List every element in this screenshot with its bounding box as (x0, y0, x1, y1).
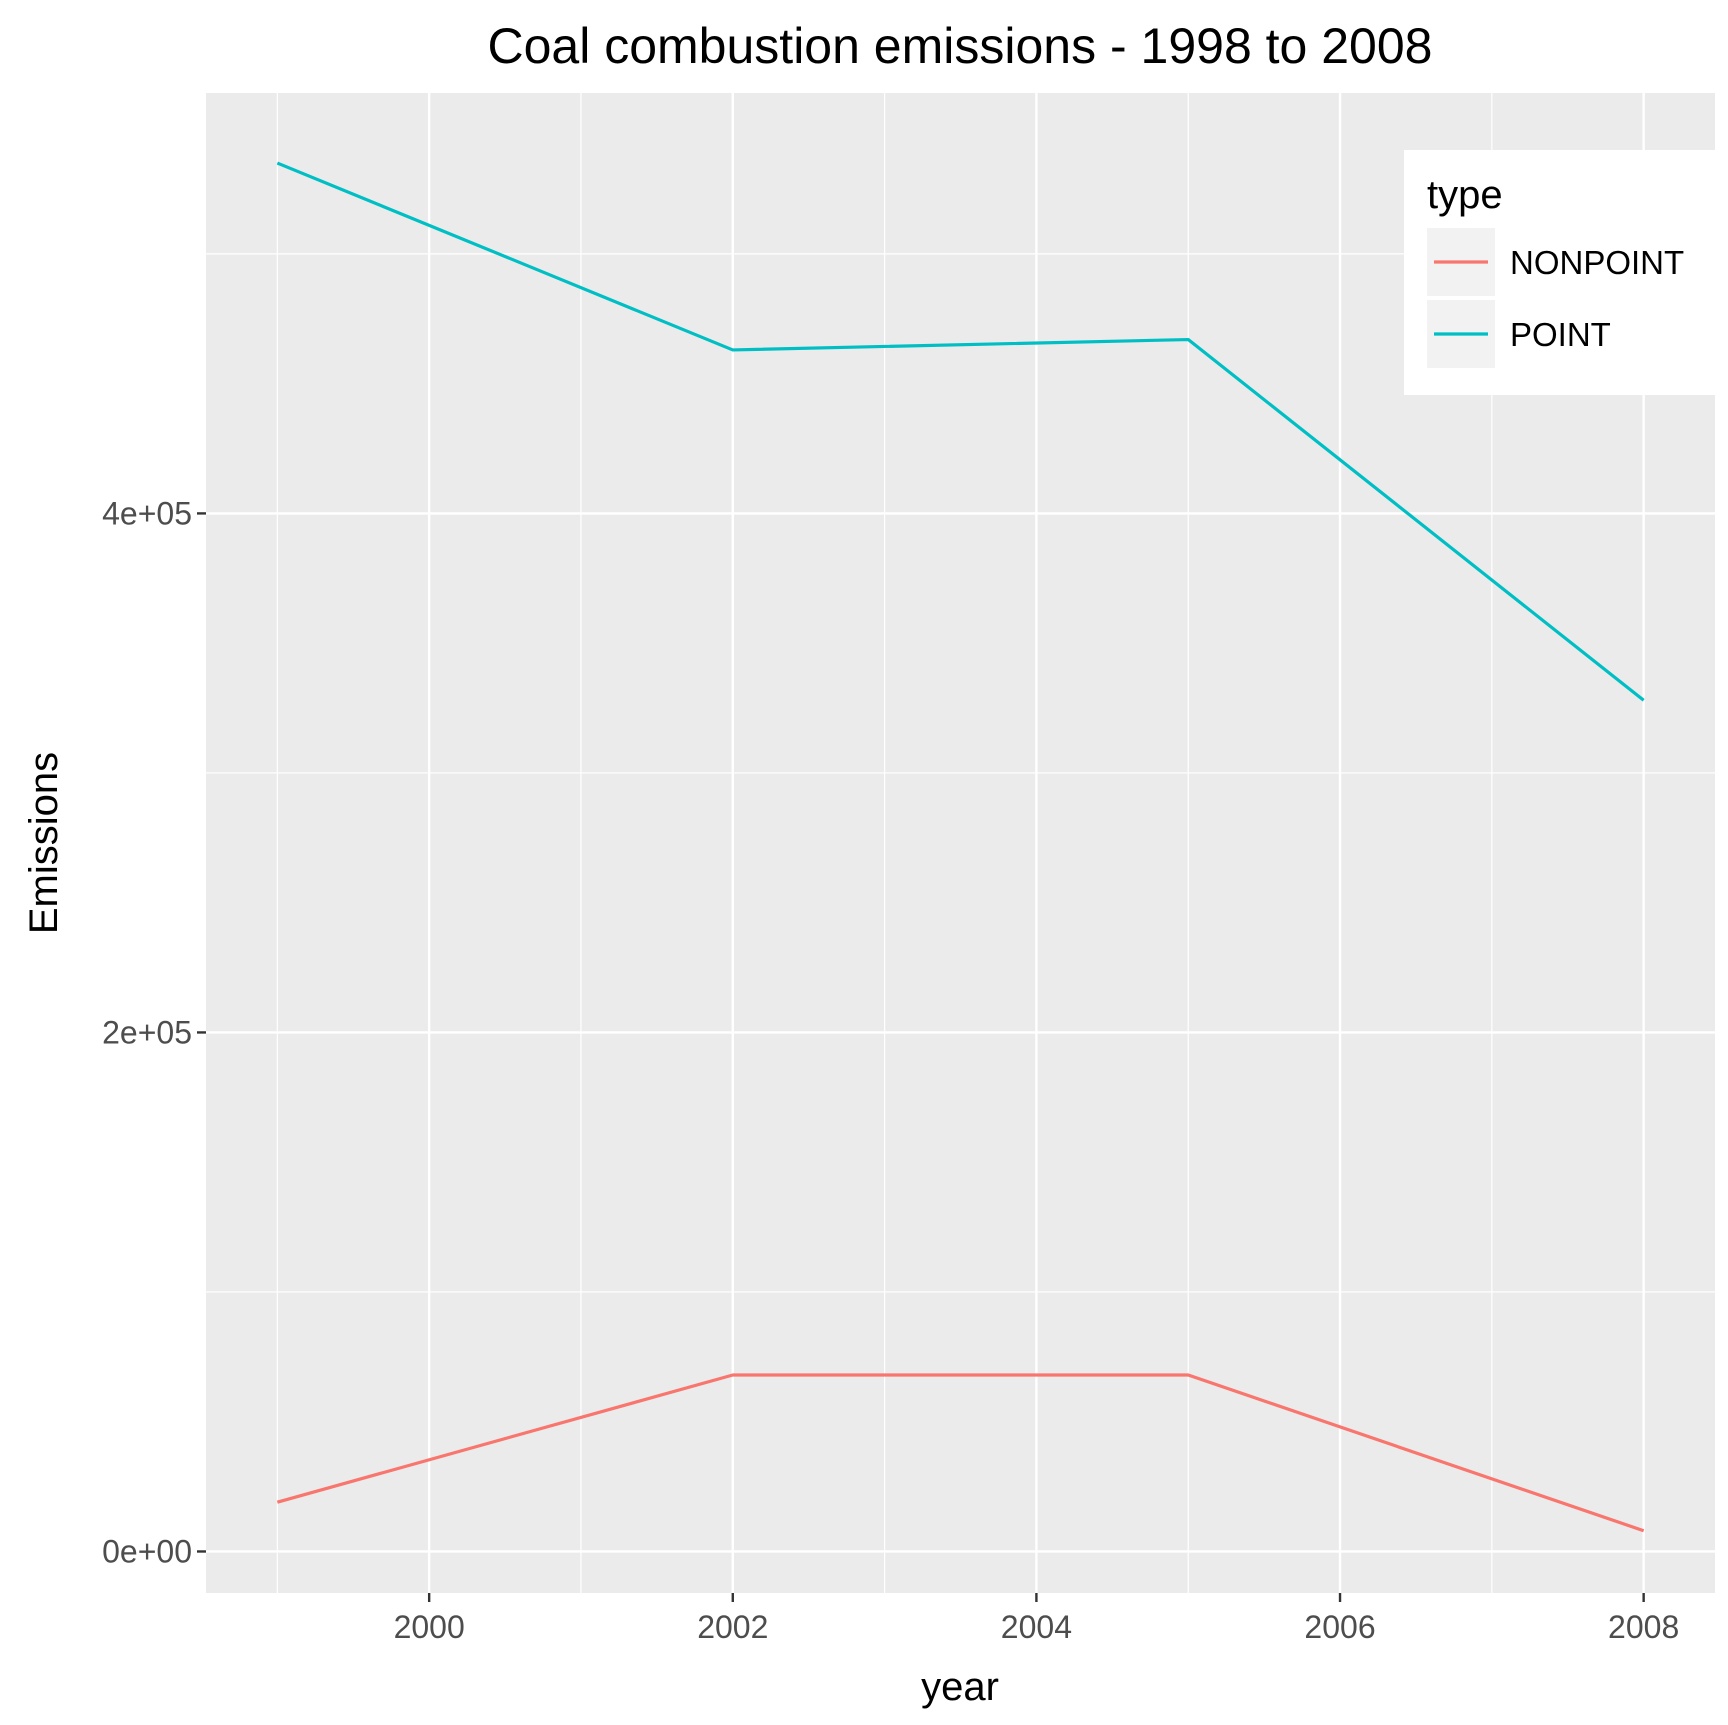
legend-label-nonpoint: NONPOINT (1510, 244, 1684, 281)
x-tick-label: 2000 (394, 1609, 465, 1645)
legend-label-point: POINT (1510, 316, 1611, 353)
legend-items: NONPOINT POINT (1427, 228, 1684, 368)
y-axis-title: Emissions (22, 752, 66, 934)
x-tick-label: 2008 (1608, 1609, 1679, 1645)
grid-minor (206, 93, 1715, 1593)
x-tick-label: 2006 (1304, 1609, 1375, 1645)
axis-ticks (197, 512, 1645, 1602)
series-lines (276, 161, 1645, 1533)
legend: type NONPOINT POINT (1404, 150, 1728, 395)
chart-title: Coal combustion emissions - 1998 to 2008 (488, 18, 1433, 74)
series-line-point (276, 161, 1645, 702)
series-line-nonpoint (276, 1373, 1645, 1533)
y-tick-label: 0e+00 (102, 1533, 192, 1569)
tick-labels: 2000 2002 2004 2006 2008 0e+00 2e+05 4e+05 (102, 495, 1679, 1645)
y-tick-label: 2e+05 (102, 1014, 192, 1050)
x-tick-label: 2004 (1001, 1609, 1072, 1645)
legend-title: type (1427, 173, 1503, 217)
x-axis-title: year (921, 1665, 999, 1709)
x-tick-label: 2002 (697, 1609, 768, 1645)
y-tick-label: 4e+05 (102, 495, 192, 531)
